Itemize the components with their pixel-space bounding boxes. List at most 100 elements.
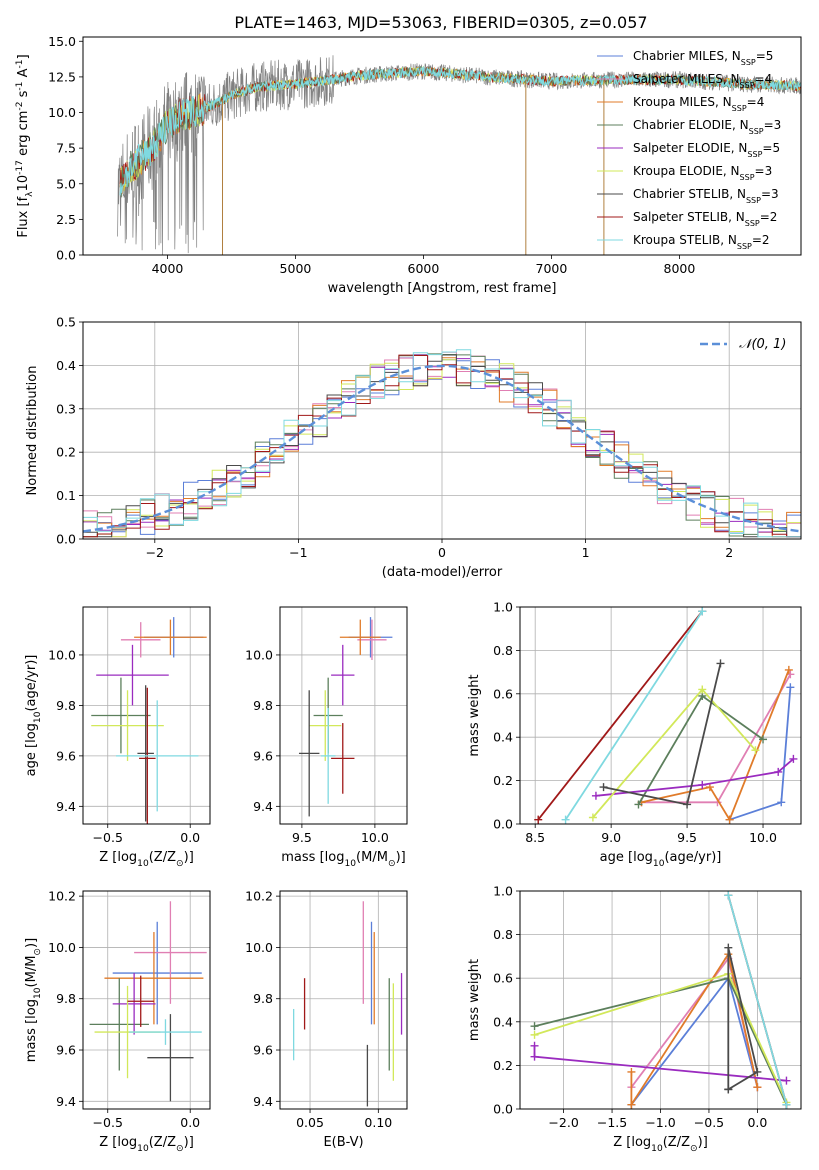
legend-label: Chabrier STELIB, NSSP=3	[633, 187, 779, 205]
weight-point-marker	[530, 1041, 539, 1050]
weight_vs_Z-xtick-label: −0.5	[694, 1115, 724, 1130]
spectrum-frame	[82, 36, 802, 256]
legend-label: Kroupa ELODIE, NSSP=3	[633, 164, 772, 182]
weight-point-marker	[698, 780, 707, 789]
weight-point-marker	[716, 659, 725, 668]
age_vs_mass-ytick-label: 9.4	[253, 799, 273, 814]
age_vs_mass-xlabel: mass [log10(M/M⊙)]	[281, 850, 405, 869]
mass_vs_ebv-xtick-label: 0.10	[364, 1115, 392, 1130]
residuals-ytick-label: 0.3	[56, 401, 76, 416]
spectrum-plot-area	[117, 55, 801, 255]
weight-point-marker	[599, 783, 608, 792]
weight-point-marker	[724, 1085, 733, 1094]
weight_vs_age-frame	[519, 606, 802, 825]
mass_vs_ebv-frame	[279, 890, 408, 1110]
weight-point-marker	[784, 665, 793, 674]
legend-label-text: Chabrier MILES, N	[633, 49, 741, 63]
spectrum-xtick-label: 8000	[664, 261, 696, 276]
legend-label: Salpeter STELIB, NSSP=2	[633, 210, 777, 228]
mass_vs_Z-plot-area	[89, 901, 207, 1102]
weight_vs_age-grid	[520, 606, 801, 825]
spectrum-xtick-label: 7000	[536, 261, 568, 276]
mass_vs_ebv-ytick-label: 9.4	[253, 1094, 273, 1109]
residuals-plot-area	[83, 349, 801, 538]
mass_vs_ebv-xlabel: E(B-V)	[323, 1135, 363, 1150]
mass_vs_Z-frame	[82, 890, 211, 1110]
age_vs_mass-ytick-label: 9.6	[253, 748, 273, 763]
legend-label-count: =4	[747, 95, 765, 109]
legend-label-text: Salpeter ELODIE, N	[633, 141, 747, 155]
weight_vs_Z-xtick-label: −1.0	[645, 1115, 675, 1130]
mass_vs_Z-ytick-label: 9.8	[56, 991, 76, 1006]
mass_vs_Z-ytick-label: 9.4	[56, 1094, 76, 1109]
age_vs_mass-xtick-label: 9.5	[292, 830, 312, 845]
weight-series-line	[727, 895, 788, 1105]
normal-reference-curve	[83, 364, 801, 533]
weight-point-marker	[751, 746, 760, 755]
weight-series-line	[641, 669, 790, 822]
spectrum-xlabel: wavelength [Angstrom, rest frame]	[328, 281, 557, 296]
weight_vs_age-ytick-label: 0.2	[493, 773, 513, 788]
spectrum-ytick-label: 12.5	[48, 69, 76, 84]
mass_vs_ebv-xtick-label: 0.05	[296, 1115, 324, 1130]
mass_vs_ebv-grid	[280, 891, 407, 1109]
mass_vs_ebv-plot-area	[293, 901, 403, 1107]
mass_vs_Z-ytick-label: 10.2	[48, 889, 76, 904]
legend-label-count: =2	[752, 233, 770, 247]
residuals-xtick-label: 1	[582, 545, 590, 560]
weight_vs_age-xlabel: age [log10(age/yr)]	[600, 850, 722, 869]
weight_vs_Z-panel: −2.0 −1.5 −1.0 −0.5 0.0 0.0 0.2 0.4 0.6 0.8 1.0 Z […	[467, 884, 802, 1154]
weight_vs_age-ytick-label: 0.0	[493, 817, 513, 832]
weight_vs_Z-xtick-label: −1.5	[597, 1115, 627, 1130]
spectrum-panel: 4000 5000 6000 7000 8000 0.0 2.5 5.0 7.5 10.0 12.5…	[15, 34, 802, 296]
legend-label-text: Salpeter MILES, N	[633, 72, 740, 86]
legend-label-text: Salpeter STELIB, N	[633, 210, 745, 224]
residual-histogram-step	[83, 354, 801, 538]
weight_vs_Z-ytick-label: 1.0	[493, 884, 513, 899]
weight_vs_age-plot-area	[534, 607, 798, 824]
weight-series-line	[630, 951, 759, 1108]
mass_vs_ebv-ytick-label: 10.2	[245, 889, 273, 904]
legend-label-text: Kroupa ELODIE, N	[633, 164, 740, 178]
weight-point-marker	[724, 891, 733, 900]
spectrum-ytick-label: 15.0	[48, 34, 76, 49]
weight-point-marker	[698, 607, 707, 616]
mass_vs_Z-panel: −0.5 0.0 9.4 9.6 9.8 10.0 10.2 Z [log10(Z/Z⊙)] m…	[24, 889, 211, 1154]
mass_vs_Z-xtick-label: 0.0	[180, 1115, 200, 1130]
mass_vs_ebv-panel: 0.05 0.10 9.4 9.6 9.8 10.0 10.2 E(B-V)	[245, 889, 408, 1150]
legend-label-text: Chabrier ELODIE, N	[633, 118, 749, 132]
weight_vs_age-panel: 8.5 9.0 9.5 10.0 0.0 0.2 0.4 0.6 0.8 1.0 age [log1…	[467, 600, 802, 869]
mass_vs_Z-xlabel: Z [log10(Z/Z⊙)]	[99, 1135, 194, 1154]
weight-point-marker	[627, 1067, 636, 1076]
age_vs_Z-ytick-label: 9.8	[56, 698, 76, 713]
weight-point-marker	[789, 754, 798, 763]
weight-series-line	[537, 610, 704, 821]
legend-label: Salpeter ELODIE, NSSP=5	[633, 141, 780, 159]
age_vs_Z-ytick-label: 9.6	[56, 748, 76, 763]
weight_vs_age-xtick-label: 9.5	[677, 830, 697, 845]
weight_vs_age-xtick-label: 9.0	[601, 830, 621, 845]
weight-point-marker	[634, 800, 643, 809]
weight_vs_Z-xtick-label: −2.0	[548, 1115, 578, 1130]
age_vs_mass-xtick-label: 10.0	[361, 830, 389, 845]
weight_vs_Z-ytick-label: 0.2	[493, 1058, 513, 1073]
legend-label: Chabrier MILES, NSSP=5	[633, 49, 773, 67]
weight-point-marker	[683, 800, 692, 809]
weight_vs_age-ytick-label: 0.6	[493, 686, 513, 701]
spectrum-ytick-label: 5.0	[56, 176, 76, 191]
legend-label-count: =3	[761, 187, 779, 201]
legend-label: Salpeter MILES, NSSP=4	[633, 72, 772, 90]
legend-label-count: =5	[756, 49, 774, 63]
legend-label-sub: SSP	[740, 81, 755, 90]
weight-point-marker	[753, 1083, 762, 1092]
legend-label-count: =3	[764, 118, 782, 132]
weight-point-marker	[591, 791, 600, 800]
weight_vs_Z-ytick-label: 0.8	[493, 927, 513, 942]
spectrum-ylabel: Flux [fλ10-17 erg cm-2 s-1 A-1]	[15, 54, 35, 237]
weight-point-marker	[627, 1100, 636, 1109]
spectrum-ytick-label: 2.5	[56, 212, 76, 227]
legend-label-count: =5	[762, 141, 780, 155]
weight-point-marker	[561, 815, 570, 824]
age_vs_mass-ytick-label: 9.8	[253, 698, 273, 713]
